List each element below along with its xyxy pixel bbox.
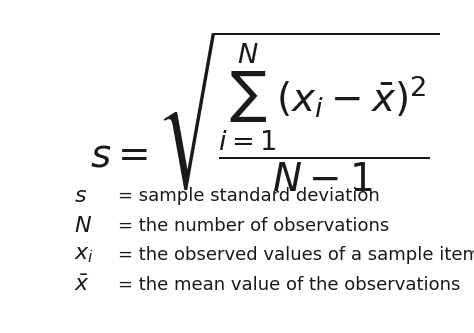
Text: $\bar{x}$: $\bar{x}$: [74, 275, 90, 295]
Text: = the mean value of the observations: = the mean value of the observations: [118, 276, 460, 294]
Text: = the number of observations: = the number of observations: [118, 217, 389, 235]
Text: $x_i$: $x_i$: [74, 245, 94, 265]
Text: $s$: $s$: [74, 186, 87, 206]
Text: $s = \sqrt{\dfrac{\sum_{i=1}^{N}(x_i - \bar{x})^2}{N - 1}}$: $s = \sqrt{\dfrac{\sum_{i=1}^{N}(x_i - \…: [90, 29, 440, 194]
Text: $N$: $N$: [74, 216, 92, 236]
Text: = sample standard deviation: = sample standard deviation: [118, 187, 380, 205]
Text: = the observed values of a sample item: = the observed values of a sample item: [118, 246, 474, 264]
